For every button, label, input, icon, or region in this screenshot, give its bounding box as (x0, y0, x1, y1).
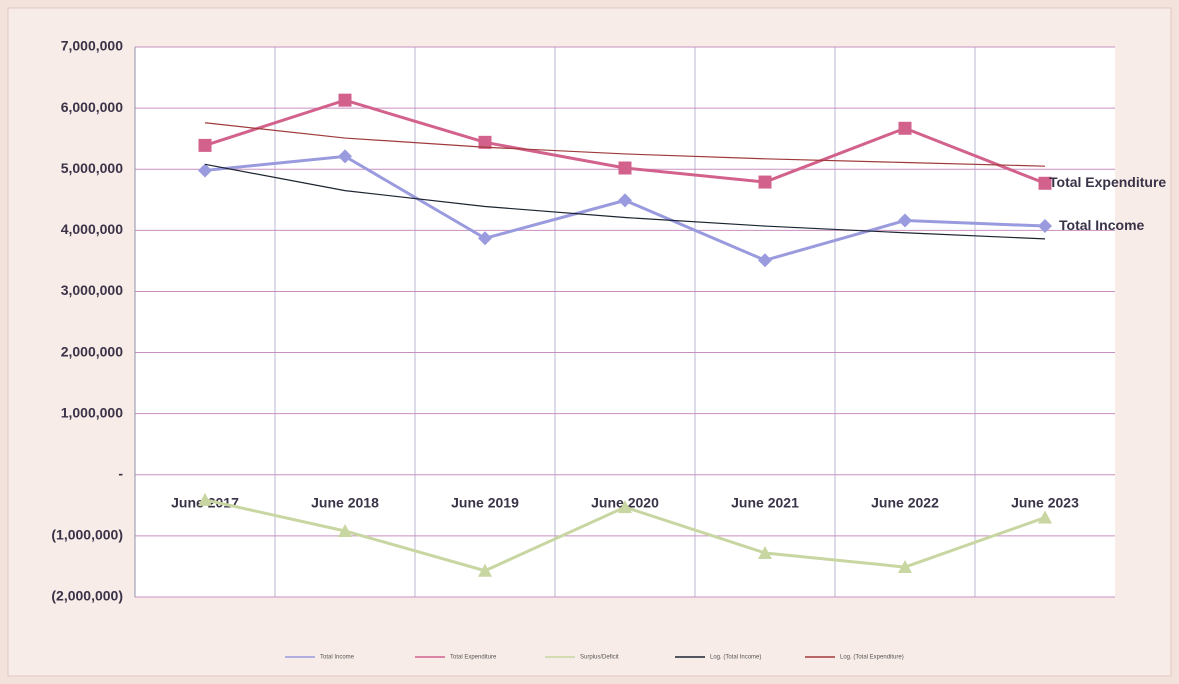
marker (338, 149, 352, 164)
legend-label: Total Income (320, 655, 355, 661)
x-tick-label: June 2021 (731, 494, 799, 510)
marker (758, 175, 772, 189)
series-label: Total Income (1059, 217, 1145, 233)
trend-line (204, 163, 1046, 240)
series-label: Total Expenditure (1049, 174, 1166, 190)
marker (1038, 219, 1052, 234)
marker (1038, 510, 1052, 524)
marker (618, 500, 632, 514)
x-tick-label: June 2022 (871, 494, 939, 510)
y-tick-label: - (118, 465, 123, 481)
marker (338, 93, 352, 107)
legend-label: Log. (Total Income) (710, 655, 761, 661)
x-tick-label: June 2019 (451, 494, 519, 510)
marker (198, 163, 212, 178)
y-tick-label: 5,000,000 (61, 160, 123, 176)
marker (898, 213, 912, 228)
marker (758, 546, 772, 559)
marker (618, 193, 632, 208)
y-tick-label: 7,000,000 (61, 38, 123, 54)
marker (478, 135, 492, 149)
y-tick-label: 1,000,000 (61, 404, 123, 420)
trend-line (204, 122, 1046, 167)
marker (198, 138, 212, 152)
marker (758, 253, 772, 268)
marker (618, 161, 632, 175)
legend-label: Surplus/Deficit (580, 655, 619, 661)
marker (898, 121, 912, 135)
x-tick-label: June 2018 (311, 494, 379, 510)
y-tick-label: 3,000,000 (61, 282, 123, 298)
y-tick-label: (1,000,000) (51, 527, 123, 543)
marker (898, 560, 912, 574)
plot-area (135, 47, 1115, 597)
marker (338, 524, 352, 537)
marker (198, 492, 212, 506)
x-tick-label: June 2023 (1011, 494, 1079, 510)
legend-label: Log. (Total Expenditure) (840, 655, 904, 661)
y-tick-label: 6,000,000 (61, 99, 123, 115)
marker (478, 563, 492, 577)
y-tick-label: (2,000,000) (51, 588, 123, 604)
legend-label: Total Expenditure (450, 655, 497, 661)
y-tick-label: 2,000,000 (61, 343, 123, 359)
marker (478, 231, 492, 246)
marker (1038, 176, 1052, 190)
y-tick-label: 4,000,000 (61, 221, 123, 237)
